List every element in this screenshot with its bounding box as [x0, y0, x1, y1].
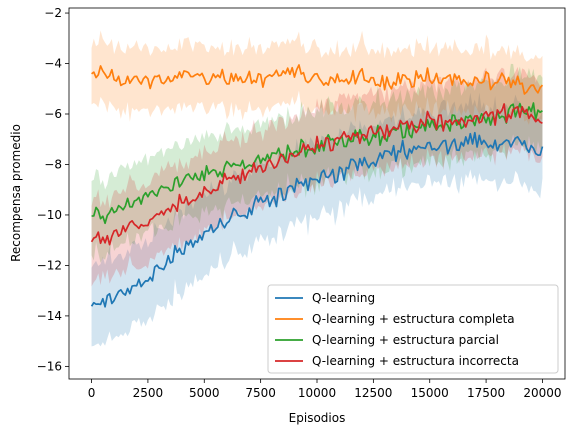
std-band-series-0 — [91, 92, 543, 347]
x-tick-label: 7500 — [245, 386, 276, 400]
y-tick-label: −14 — [37, 309, 62, 323]
std-bands — [91, 30, 543, 347]
y-tick-label: −10 — [37, 208, 62, 222]
x-tick-label: 0 — [88, 386, 96, 400]
y-tick-label: −16 — [37, 359, 62, 373]
y-axis-label: Recompensa promedio — [9, 124, 23, 262]
y-tick-label: −8 — [44, 157, 62, 171]
legend-label: Q-learning + estructura parcial — [312, 333, 499, 347]
std-band-series-3 — [91, 66, 543, 287]
x-axis-label: Episodios — [289, 411, 346, 425]
y-tick-label: −6 — [44, 107, 62, 121]
series-line-3 — [90, 103, 543, 246]
series-line-2 — [91, 102, 543, 225]
y-tick-label: −12 — [37, 258, 62, 272]
x-axis-ticks: 0 2500 5000 7500 10000 12500 15000 17500 20000 — [88, 379, 562, 400]
y-tick-label: −2 — [44, 6, 62, 20]
legend-label: Q-learning + estructura completa — [312, 312, 515, 326]
series-lines — [90, 64, 544, 308]
x-tick-label: 15000 — [411, 386, 449, 400]
x-tick-label: 10000 — [298, 386, 336, 400]
series-line-0 — [90, 131, 544, 308]
legend-box — [267, 284, 559, 374]
legend: Q-learning Q-learning + estructura comple… — [267, 284, 559, 374]
std-band-series-2 — [91, 63, 543, 263]
x-tick-label: 2500 — [133, 386, 164, 400]
y-axis-ticks: −16 −14 −12 −10 −8 −6 −4 −2 — [37, 6, 69, 373]
x-tick-label: 17500 — [467, 386, 505, 400]
legend-label: Q-learning + estructura incorrecta — [312, 354, 519, 368]
legend-label: Q-learning — [312, 291, 375, 305]
x-tick-label: 5000 — [189, 386, 220, 400]
std-band-series-1 — [91, 30, 543, 125]
x-tick-label: 12500 — [354, 386, 392, 400]
y-tick-label: −4 — [44, 57, 62, 71]
series-line-1 — [91, 64, 544, 95]
x-tick-label: 20000 — [523, 386, 561, 400]
